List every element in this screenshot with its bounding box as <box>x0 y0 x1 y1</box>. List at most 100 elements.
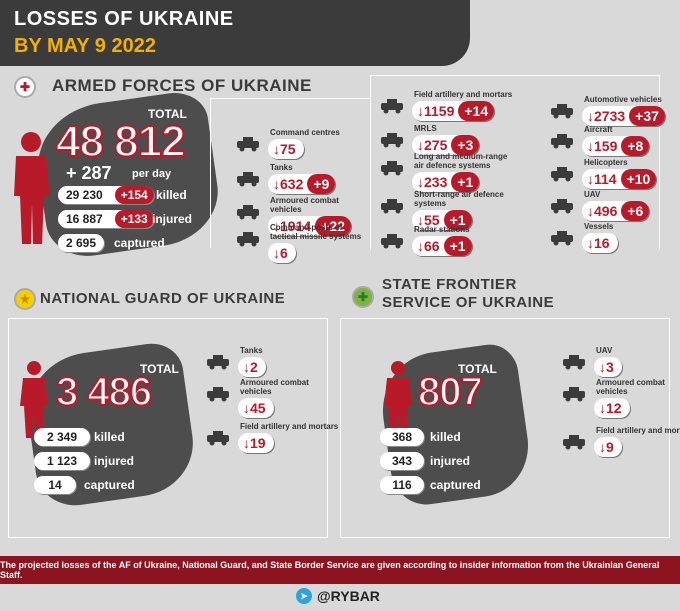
artillery-icon <box>207 431 229 446</box>
afu-captured-pill: 2 695 <box>58 234 105 252</box>
item-label: Field artillery and mortars <box>240 422 339 431</box>
aircraft-icon <box>551 134 573 149</box>
sfs-killed-value: 368 <box>391 430 413 444</box>
afu-killed-value: 29 230 <box>66 188 103 202</box>
item-label: Armoured combat vehicles <box>240 378 309 396</box>
afu-total-label: TOTAL <box>148 107 187 121</box>
acv-icon <box>237 205 259 220</box>
item-value: 12 <box>606 400 622 416</box>
vessel-icon <box>551 231 573 246</box>
sfs-title-1: STATE FRONTIER <box>382 276 517 293</box>
uav-icon <box>551 199 573 214</box>
down-arrow-icon: ↓ <box>587 138 594 154</box>
air-defence-icon <box>381 161 403 176</box>
ng-soldier-icon <box>20 361 48 438</box>
missile-post-icon <box>237 232 259 247</box>
afu-panel-2 <box>370 75 530 250</box>
telegram-icon: ➤ <box>296 588 312 604</box>
item-label: Command centres <box>270 128 340 137</box>
afu-injured-pill: 16 887 +133 <box>58 210 154 228</box>
ng-captured-label: captured <box>84 478 135 492</box>
item-label: Radar stations <box>414 225 470 234</box>
tank-icon <box>207 355 229 370</box>
air-defence-icon <box>381 199 403 214</box>
sfs-injured-pill: 343 <box>380 452 424 470</box>
item-delta: +8 <box>621 136 650 156</box>
item-value: 632 <box>280 176 304 192</box>
sfs-soldier-icon <box>384 361 412 438</box>
afu-captured-label: captured <box>114 236 165 250</box>
sfs-total-label: TOTAL <box>458 362 497 376</box>
item-value: 2 <box>250 359 258 375</box>
item-label: Long and medium-range air defence system… <box>414 152 508 170</box>
item-value-pill: ↓ 12 <box>594 398 630 418</box>
item-value-pill: ↓ 55 +1 <box>412 210 472 230</box>
item-value-pill: ↓ 19 <box>238 433 274 453</box>
sfs-killed-pill: 368 <box>380 428 424 446</box>
artillery-icon <box>381 99 403 114</box>
item-value-pill: ↓ 2 <box>238 357 266 377</box>
item-label: UAV <box>584 190 601 199</box>
channel-handle[interactable]: ➤ @RYBAR <box>296 586 386 606</box>
item-value: 75 <box>280 141 296 157</box>
footer-note: The projected losses of the AF of Ukrain… <box>0 556 680 584</box>
afu-injured-value: 16 887 <box>66 212 103 226</box>
afu-captured-value: 2 695 <box>66 236 97 250</box>
item-label: Armoured combat vehicles <box>596 378 665 396</box>
item-delta: +1 <box>443 236 472 256</box>
item-value: 16 <box>594 235 610 251</box>
down-arrow-icon: ↓ <box>599 400 606 416</box>
ng-total-label: TOTAL <box>140 362 179 376</box>
item-delta: +1 <box>451 172 480 192</box>
handle-text: @RYBAR <box>317 588 380 604</box>
afu-soldier-icon <box>14 132 50 244</box>
item-value: 19 <box>250 435 266 451</box>
item-label: Vessels <box>584 222 614 231</box>
down-arrow-icon: ↓ <box>273 218 280 234</box>
down-arrow-icon: ↓ <box>599 439 606 455</box>
afu-injured-delta: +133 <box>114 210 154 228</box>
item-delta: +22 <box>315 216 351 236</box>
afu-title: ARMED FORCES OF UKRAINE <box>52 76 312 95</box>
item-label: Armoured combat vehicles <box>270 196 339 214</box>
down-arrow-icon: ↓ <box>273 141 280 157</box>
ng-emblem-icon: ★ <box>14 288 36 310</box>
item-value-pill: ↓ 632 +9 <box>268 174 336 194</box>
item-value-pill: ↓ 6 <box>268 243 296 263</box>
header-banner: LOSSES OF UKRAINE BY MAY 9 2022 <box>0 0 470 66</box>
ng-killed-label: killed <box>94 430 125 444</box>
down-arrow-icon: ↓ <box>417 103 424 119</box>
acv-icon <box>563 387 585 402</box>
sfs-title-2: SERVICE OF UKRAINE <box>382 294 555 311</box>
item-value: 1914 <box>280 218 312 234</box>
down-arrow-icon: ↓ <box>417 238 424 254</box>
item-delta: +9 <box>307 174 336 194</box>
item-label: Automotive vehicles <box>584 95 662 104</box>
ng-captured-value: 14 <box>48 478 62 492</box>
radar-icon <box>381 234 403 249</box>
item-value-pill: ↓ 2733 +37 <box>582 106 665 126</box>
down-arrow-icon: ↓ <box>243 435 250 451</box>
item-value: 275 <box>424 137 448 153</box>
mrls-icon <box>381 133 403 148</box>
ng-injured-pill: 1 123 <box>34 452 90 470</box>
down-arrow-icon: ↓ <box>243 359 250 375</box>
item-value-pill: ↓ 159 +8 <box>582 136 650 156</box>
afu-injured-label: injured <box>152 212 193 226</box>
item-value: 9 <box>606 439 614 455</box>
afu-killed-label: killed <box>156 188 187 202</box>
sfs-killed-label: killed <box>430 430 461 444</box>
page-date: BY MAY 9 2022 <box>14 35 156 57</box>
item-label: Tanks <box>270 163 293 172</box>
ng-killed-value: 2 349 <box>46 430 78 444</box>
item-value: 233 <box>424 174 448 190</box>
afu-killed-pill: 29 230 +154 <box>58 186 154 204</box>
sfs-injured-value: 343 <box>391 454 413 468</box>
ng-panel <box>8 318 328 538</box>
item-label: UAV <box>596 346 613 355</box>
down-arrow-icon: ↓ <box>587 108 594 124</box>
ng-injured-label: injured <box>94 454 135 468</box>
item-value: 114 <box>594 171 617 187</box>
item-value-pill: ↓ 3 <box>594 357 622 377</box>
item-value-pill: ↓ 45 <box>238 398 274 418</box>
